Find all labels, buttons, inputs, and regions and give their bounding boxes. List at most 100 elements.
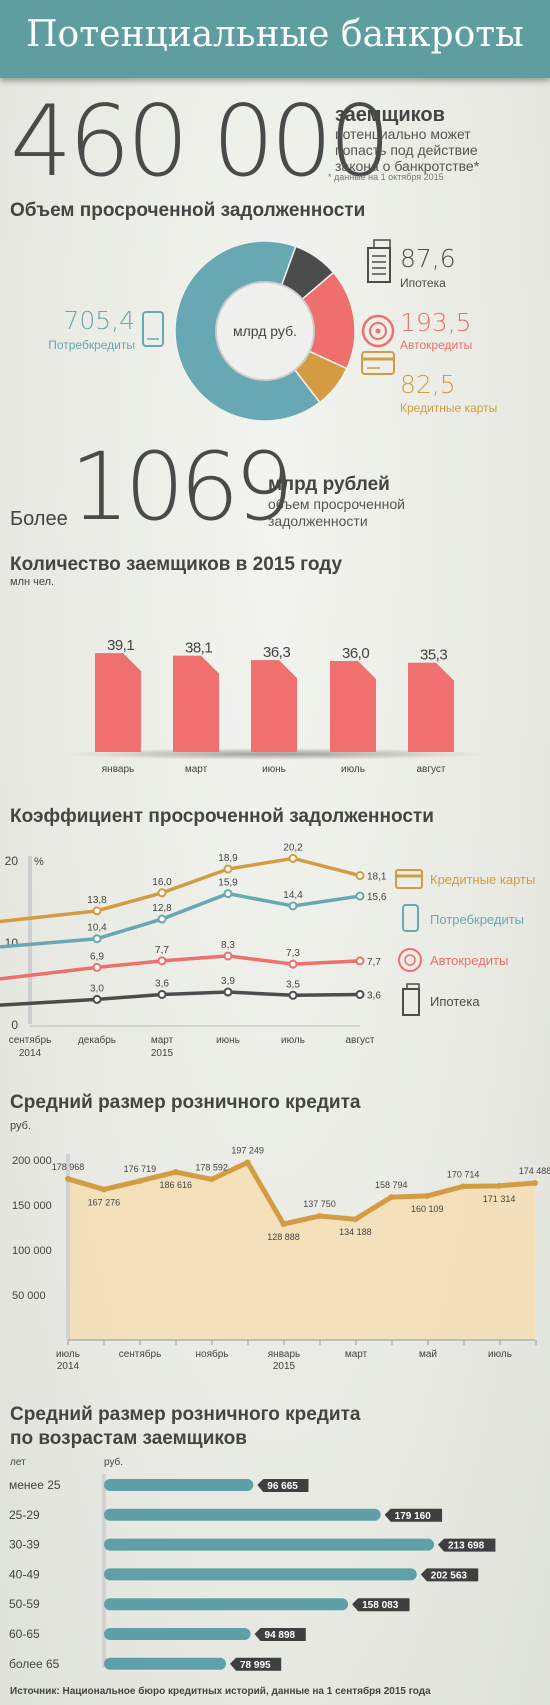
- borrower-bar-value: 38,1: [185, 640, 212, 657]
- avg-area-fill: [68, 1162, 535, 1340]
- mortgage-label: Ипотека: [400, 276, 446, 290]
- ratio-point: [157, 888, 167, 898]
- avg-y-tick: 100 000: [12, 1245, 52, 1257]
- age-bar-chart: менее 25 96 665 25-29 179 160 30-39 213 698 40…: [9, 1474, 496, 1671]
- building-icon: [402, 988, 420, 1016]
- avg-point-label: 171 314: [483, 1194, 516, 1204]
- avg-unit: руб.: [10, 1120, 31, 1132]
- age-category-label: 40-49: [9, 1567, 40, 1581]
- avg-point: [352, 1216, 359, 1223]
- avg-point-label: 174 488: [519, 1166, 550, 1176]
- ratio-point-label: 7,3: [286, 948, 300, 959]
- age-category-label: более 65: [9, 1657, 60, 1671]
- total-unit: млрд рублей: [268, 474, 390, 495]
- ratio-point-label: 15,6: [367, 892, 387, 903]
- avg-title: Средний размер розничного кредита: [10, 1092, 361, 1113]
- ratio-point: [288, 959, 298, 969]
- age-value-label: 94 898: [265, 1630, 296, 1641]
- total-desc-2: задолженности: [268, 513, 368, 529]
- total-desc-1: объем просроченной: [268, 496, 405, 512]
- age-category-label: менее 25: [9, 1478, 61, 1492]
- age-bar: [104, 1538, 434, 1551]
- ratio-legend-label: Автокредиты: [430, 953, 508, 968]
- ratio-point: [223, 889, 233, 899]
- avg-x-label: март: [345, 1349, 368, 1360]
- ratio-point: [157, 989, 167, 999]
- borrower-x-label: январь: [102, 764, 134, 775]
- avg-point-label: 128 888: [267, 1232, 300, 1242]
- borrower-bars: 39,1 январь 38,1 март 36,3 июнь 36,0 июль 35,3 ав…: [95, 637, 454, 775]
- ratio-x-label: сентябрь: [9, 1034, 52, 1046]
- avg-x-label: сентябрь: [119, 1348, 162, 1360]
- ratio-point: [92, 962, 102, 972]
- age-value-label: 202 563: [431, 1570, 468, 1581]
- avg-point: [388, 1194, 395, 1201]
- ratio-x-label: июнь: [216, 1035, 240, 1046]
- ratio-point-label: 18,9: [218, 853, 238, 864]
- ratio-y-tick: 20: [5, 854, 19, 868]
- borrowers-unit: млн чел.: [10, 576, 55, 588]
- ratio-x-label: июль: [281, 1035, 305, 1046]
- age-title-line2: по возрастам заемщиков: [10, 1428, 247, 1449]
- avg-point: [136, 1177, 143, 1184]
- ratio-x-label: март: [151, 1035, 174, 1046]
- age-value-label: 158 083: [362, 1600, 399, 1611]
- avg-y-tick: 50 000: [12, 1290, 46, 1302]
- avg-x-label: 2014: [57, 1361, 80, 1372]
- borrower-bar-value: 39,1: [107, 637, 134, 654]
- avg-point-label: 176 719: [124, 1164, 157, 1174]
- header-banner: Потенциальные банкроты: [0, 0, 550, 78]
- avg-point: [172, 1169, 179, 1176]
- hero-footnote: * данные на 1 октября 2015: [328, 172, 444, 182]
- ratio-y-tick: 0: [11, 1018, 18, 1032]
- avg-point-label: 197 249: [231, 1145, 264, 1155]
- hero-desc-2: попасть под действие: [335, 142, 478, 158]
- age-bar: [104, 1479, 254, 1491]
- credit-card-icon: [361, 351, 395, 375]
- ratio-point-label: 3,5: [286, 979, 300, 990]
- borrower-bar: [408, 662, 454, 752]
- ratio-series-line: [0, 856, 361, 924]
- avg-point: [244, 1159, 251, 1166]
- mortgage-value: 87,6: [400, 244, 456, 273]
- phone-icon: [142, 311, 164, 347]
- ratio-series-line: [0, 891, 361, 949]
- borrower-bar-value: 35,3: [420, 647, 447, 664]
- phone-icon: [402, 904, 419, 932]
- steering-wheel-icon: [361, 314, 395, 348]
- age-chart-marks: менее 25 96 665 25-29 179 160 30-39 213 698 40…: [9, 1474, 496, 1671]
- avg-y-tick: 200 000: [12, 1155, 52, 1167]
- ratio-point: [288, 990, 298, 1000]
- avg-y-tick: 150 000: [12, 1200, 52, 1212]
- borrower-bar-value: 36,0: [342, 645, 369, 662]
- avg-x-label: ноябрь: [196, 1348, 229, 1360]
- donut-hole: [217, 283, 313, 379]
- avg-x-label: 2015: [273, 1361, 296, 1372]
- age-value-label: 179 160: [395, 1511, 432, 1522]
- borrowers-title: Количество заемщиков в 2015 году: [10, 554, 343, 575]
- borrower-bar: [95, 653, 141, 752]
- source-note: Источник: Национальное бюро кредитных ис…: [10, 1686, 431, 1697]
- ratio-point-label: 18,1: [367, 872, 387, 883]
- ratio-legend-label: Ипотека: [430, 994, 480, 1009]
- avg-point: [100, 1186, 107, 1193]
- age-value-tag: [229, 1657, 282, 1671]
- ratio-point: [92, 906, 102, 916]
- ratio-series-line: [0, 990, 361, 1007]
- hero-number: 460 000: [10, 85, 391, 199]
- avg-x-label: июль: [56, 1349, 80, 1360]
- ratio-legend-label: Потребкредиты: [430, 912, 524, 927]
- building-icon: [367, 239, 391, 283]
- age-value-tag: [257, 1479, 309, 1492]
- age-bar: [104, 1598, 349, 1611]
- hero-desc-1: потенциально может: [335, 126, 471, 142]
- avg-point: [496, 1182, 503, 1189]
- avg-point: [280, 1221, 287, 1228]
- age-category-label: 30-39: [9, 1538, 40, 1552]
- ratio-series-line: [0, 954, 361, 981]
- donut-center-label: млрд руб.: [233, 323, 297, 339]
- total-prefix: Более: [10, 508, 68, 530]
